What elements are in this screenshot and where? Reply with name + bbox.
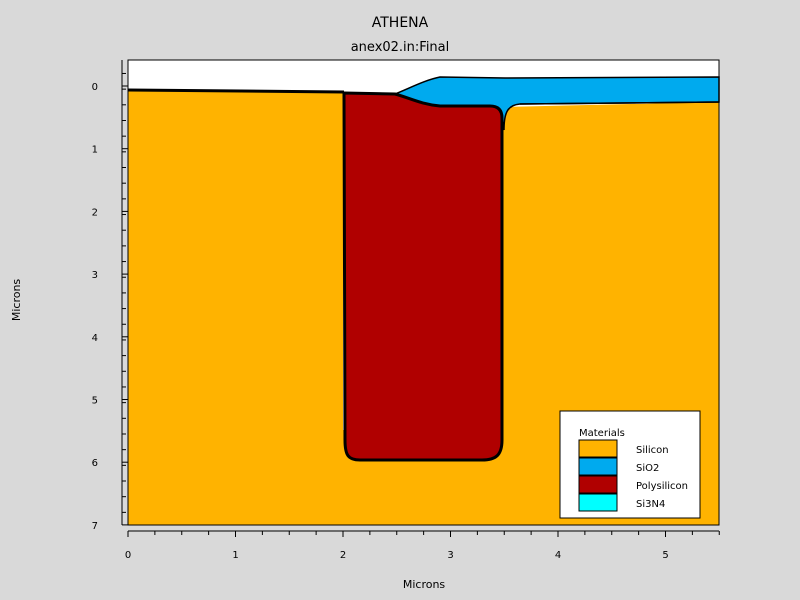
polysilicon-region [342,91,504,462]
x-ticks: 0 1 2 3 4 5 [125,531,720,561]
oxide-surface-outline [519,101,720,105]
legend-swatch-sio2 [578,457,618,476]
y-tick-label: 5 [92,396,98,407]
plot-subtitle: anex02.in:Final [351,40,450,55]
x-tick-label: 3 [447,550,453,561]
y-axis-label: Microns [10,279,23,322]
legend: Materials Silicon SiO2 Polysilicon Si3N4 [559,410,701,519]
x-tick-label: 2 [340,550,346,561]
legend-swatch-silicon [578,439,618,458]
x-tick-label: 1 [232,550,238,561]
silicon-surface-outline [127,88,345,94]
y-tick-label: 3 [92,270,98,281]
plot-title: ATHENA [372,15,429,31]
x-tick-label: 5 [662,550,668,561]
y-tick-label: 7 [92,521,98,532]
legend-label-polysilicon: Polysilicon [636,481,688,492]
legend-swatch-polysilicon [578,475,618,494]
y-tick-label: 4 [92,333,98,344]
x-tick-label: 4 [555,550,561,561]
legend-label-sio2: SiO2 [636,463,659,474]
plot-frame [127,59,720,526]
x-tick-label: 0 [125,550,131,561]
y-axis: 0 1 2 3 4 5 6 7 [92,60,128,532]
y-tick-label: 0 [92,82,98,93]
legend-title: Materials [579,428,625,439]
y-ticks: 0 1 2 3 4 5 6 7 [92,72,128,532]
y-tick-label: 1 [92,145,98,156]
x-axis-label: Microns [403,578,446,591]
legend-label-si3n4: Si3N4 [636,499,665,510]
legend-swatch-si3n4 [578,493,618,512]
x-axis: 0 1 2 3 4 5 [125,530,720,561]
y-tick-label: 2 [92,207,98,218]
y-tick-label: 6 [92,458,98,469]
legend-items: Silicon SiO2 Polysilicon Si3N4 [578,439,688,512]
legend-label-silicon: Silicon [636,445,669,456]
